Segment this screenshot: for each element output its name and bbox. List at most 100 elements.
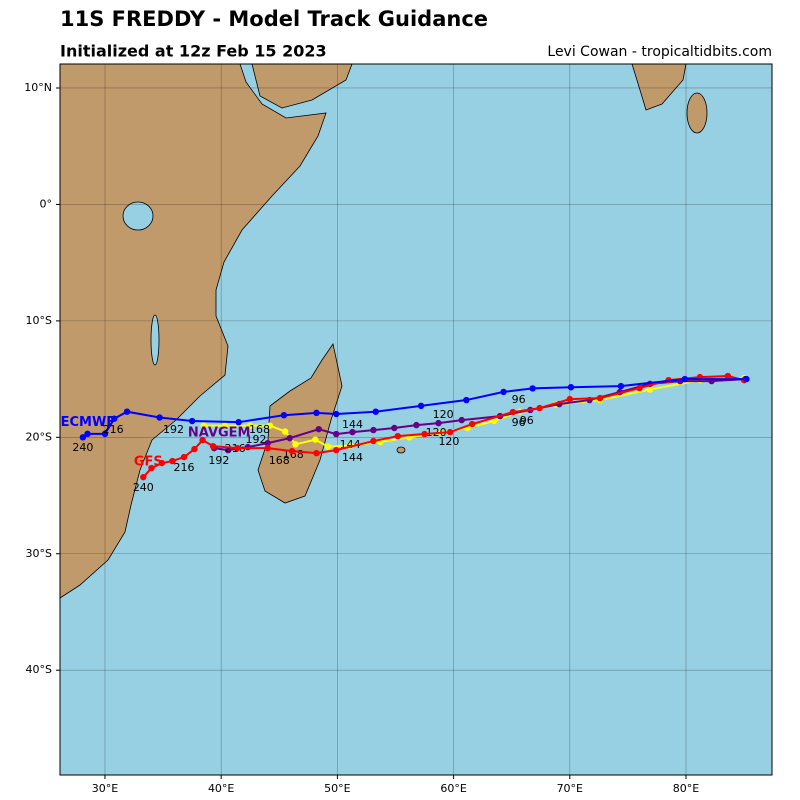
y-tick-label: 30°S — [26, 547, 52, 560]
track-point — [209, 442, 217, 450]
track-point — [529, 385, 536, 392]
track-point — [536, 404, 543, 412]
track-point — [313, 449, 320, 457]
track-point — [111, 415, 118, 422]
track-point — [446, 428, 454, 436]
track-point — [169, 457, 176, 465]
track-point — [468, 420, 476, 428]
track-point — [101, 430, 109, 438]
track-point — [435, 419, 442, 427]
track-point — [188, 417, 196, 425]
track-point — [333, 446, 340, 454]
track-point — [681, 375, 689, 383]
forecast-hour-label: 192 — [246, 433, 267, 446]
forecast-hour-label: 120 — [433, 408, 454, 421]
track-point — [286, 434, 293, 442]
track-point — [180, 453, 188, 461]
forecast-hour-label: 144 — [342, 418, 363, 431]
x-tick-label: 30°E — [92, 782, 118, 795]
forecast-hour-label: 192 — [208, 454, 229, 467]
track-point — [235, 418, 242, 426]
track-point — [370, 426, 377, 434]
forecast-hour-label: 144 — [342, 451, 363, 464]
frame — [59, 63, 773, 776]
x-tick-label: 80°E — [673, 782, 699, 795]
track-point — [417, 402, 425, 410]
track-point — [509, 408, 517, 416]
track-point — [491, 417, 498, 425]
y-tick-label: 10°N — [24, 81, 52, 94]
track-point — [247, 422, 254, 429]
track-point — [140, 473, 147, 481]
track-point — [221, 422, 228, 429]
track-point — [191, 445, 198, 453]
track-point — [315, 425, 322, 433]
forecast-hour-label: 120 — [438, 435, 459, 448]
x-tick-label: 50°E — [324, 782, 350, 795]
track-point — [324, 443, 332, 450]
track-point — [333, 410, 340, 418]
track-point — [313, 409, 320, 417]
title: 11S FREDDY - Model Track Guidance — [60, 7, 488, 31]
track-point — [349, 428, 356, 436]
track-line — [214, 378, 746, 452]
forecast-hour-label: 240 — [133, 481, 154, 494]
y-tick-label: 20°S — [26, 430, 52, 443]
track-point — [391, 424, 398, 432]
forecast-hour-label: 192 — [163, 423, 184, 436]
forecast-hour-label: 168 — [269, 454, 290, 467]
track-point — [617, 382, 625, 390]
track-point — [458, 416, 465, 424]
track-point — [312, 436, 319, 443]
y-tick-label: 0° — [40, 197, 53, 210]
track-point — [288, 447, 296, 455]
forecast-hour-label: 168 — [249, 423, 270, 436]
track-point — [200, 422, 207, 429]
track-point — [370, 437, 377, 445]
forecast-hour-label: 216 — [103, 423, 124, 436]
track-point — [463, 396, 470, 404]
track-point — [413, 421, 420, 429]
forecast-hour-label: 240 — [72, 441, 93, 454]
track-point — [264, 444, 271, 452]
subtitle: Initialized at 12z Feb 15 2023 — [60, 42, 327, 61]
track-point — [596, 394, 604, 402]
track-point — [567, 384, 575, 391]
track-point — [743, 375, 750, 383]
track-point — [281, 428, 289, 435]
y-tick-label: 10°S — [26, 314, 52, 327]
track-point — [724, 372, 732, 380]
model-name-label: ECMWF — [61, 415, 116, 430]
forecast-hour-label: 96 — [520, 414, 534, 427]
track-point — [394, 432, 402, 440]
track-point — [421, 430, 428, 438]
track-point — [566, 395, 573, 403]
x-tick-label: 60°E — [440, 782, 466, 795]
track-point — [148, 464, 155, 472]
track-point — [156, 414, 163, 421]
forecast-hour-label: 96 — [512, 393, 526, 406]
forecast-hour-label: 216 — [173, 461, 194, 474]
track-point — [266, 422, 274, 429]
x-tick-label: 40°E — [208, 782, 234, 795]
track-point — [280, 411, 288, 419]
track-point — [636, 384, 643, 392]
y-tick-label: 40°S — [26, 663, 52, 676]
track-point — [646, 386, 654, 393]
track-point — [123, 408, 131, 415]
track-point — [234, 444, 241, 452]
credit: Levi Cowan - tropicaltidbits.com — [547, 44, 772, 60]
track-point — [500, 388, 507, 396]
track-point — [264, 439, 271, 447]
track-point — [199, 436, 206, 444]
track-point — [292, 441, 299, 448]
land — [60, 64, 708, 599]
track-point — [158, 459, 166, 467]
track-point — [372, 408, 379, 415]
x-tick-label: 70°E — [557, 782, 583, 795]
forecast-hour-label: 96 — [512, 416, 526, 429]
model-name-label: NAVGEM — [188, 426, 251, 441]
track-point — [333, 430, 340, 438]
track-point — [224, 446, 232, 454]
